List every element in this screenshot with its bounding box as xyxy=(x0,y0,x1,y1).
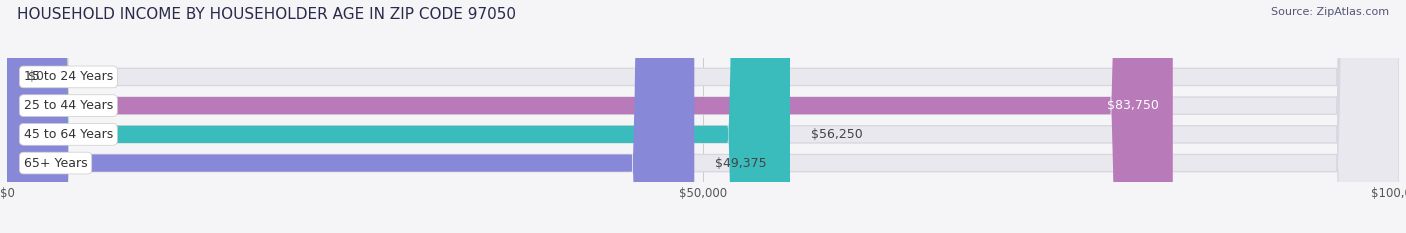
Text: HOUSEHOLD INCOME BY HOUSEHOLDER AGE IN ZIP CODE 97050: HOUSEHOLD INCOME BY HOUSEHOLDER AGE IN Z… xyxy=(17,7,516,22)
Text: $49,375: $49,375 xyxy=(716,157,766,170)
FancyBboxPatch shape xyxy=(7,0,790,233)
FancyBboxPatch shape xyxy=(7,0,1399,233)
Text: 45 to 64 Years: 45 to 64 Years xyxy=(24,128,112,141)
Text: 65+ Years: 65+ Years xyxy=(24,157,87,170)
FancyBboxPatch shape xyxy=(7,0,1173,233)
Text: 25 to 44 Years: 25 to 44 Years xyxy=(24,99,112,112)
FancyBboxPatch shape xyxy=(7,0,1399,233)
Text: $56,250: $56,250 xyxy=(811,128,863,141)
FancyBboxPatch shape xyxy=(7,0,695,233)
Text: 15 to 24 Years: 15 to 24 Years xyxy=(24,70,112,83)
Text: Source: ZipAtlas.com: Source: ZipAtlas.com xyxy=(1271,7,1389,17)
FancyBboxPatch shape xyxy=(7,0,1399,233)
FancyBboxPatch shape xyxy=(7,0,1399,233)
Text: $83,750: $83,750 xyxy=(1107,99,1159,112)
Text: $0: $0 xyxy=(28,70,44,83)
